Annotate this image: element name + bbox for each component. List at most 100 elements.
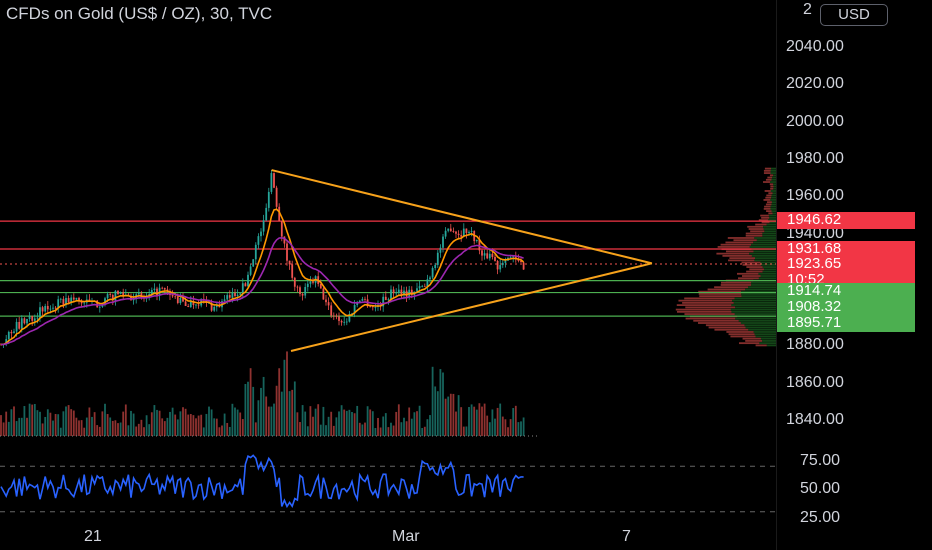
volume-bar — [49, 412, 52, 436]
candle-body — [481, 250, 483, 256]
volume-profile-bar — [751, 254, 776, 257]
volume-bar — [197, 415, 200, 436]
volume-profile-bar — [761, 221, 770, 224]
volume-bar — [174, 414, 177, 436]
volume-bar — [369, 409, 372, 436]
candle-body — [140, 293, 143, 298]
volume-bar — [270, 406, 273, 436]
candle-body — [182, 297, 184, 302]
volume-bar — [265, 396, 268, 436]
candle-body — [301, 293, 304, 296]
candle-body — [288, 260, 291, 265]
candle-body — [18, 321, 21, 329]
currency-button[interactable]: USD — [820, 4, 888, 26]
candle-body — [117, 290, 119, 294]
candle-body — [156, 288, 158, 296]
volume-bar — [228, 426, 231, 436]
volume-bar — [85, 417, 88, 436]
volume-profile-bar — [725, 241, 754, 244]
volume-profile-bar — [763, 268, 776, 271]
candle-body — [462, 228, 465, 237]
rsi-tick-label: 25.00 — [800, 508, 841, 526]
volume-bar — [234, 407, 236, 436]
candle-body — [418, 286, 421, 289]
volume-bar — [195, 418, 197, 436]
candle-body — [374, 306, 377, 308]
candle-body — [460, 235, 463, 237]
volume-profile-bar — [760, 214, 769, 217]
candle-body — [262, 220, 265, 232]
candle-body — [449, 228, 452, 232]
volume-profile-bar — [741, 295, 776, 298]
volume-bar — [371, 411, 374, 436]
price-badge: 1895.71 — [777, 315, 915, 332]
candle-body — [179, 297, 182, 303]
volume-profile-bar — [735, 306, 776, 309]
volume-profile-bar — [764, 230, 776, 233]
candle-body — [280, 220, 283, 237]
volume-bar — [166, 417, 169, 436]
volume-profile-bar — [772, 192, 776, 195]
candle-body — [267, 191, 270, 208]
volume-profile-bar — [684, 297, 735, 300]
candle-body — [239, 293, 242, 295]
candle-body — [395, 292, 398, 294]
candle-body — [252, 259, 255, 267]
candle-body — [150, 289, 153, 295]
candle-body — [436, 252, 439, 265]
volume-profile-bar — [720, 243, 752, 246]
price-badge-value: 1914.74 — [787, 282, 842, 299]
candle-body — [208, 302, 210, 304]
volume-bar — [408, 407, 411, 436]
candle-body — [335, 315, 338, 317]
volume-bar — [132, 413, 135, 436]
volume-profile-bar — [751, 243, 776, 246]
candle-body — [236, 294, 239, 297]
candle-body — [231, 293, 234, 298]
candle-body — [49, 308, 52, 310]
candle-body — [174, 296, 177, 298]
volume-bar — [364, 422, 366, 436]
volume-profile-bar — [698, 293, 742, 295]
volume-profile-bar — [773, 183, 776, 186]
candle-body — [114, 290, 117, 301]
volume-profile-bar — [759, 342, 776, 345]
volume-bar — [473, 406, 476, 436]
candle-body — [111, 295, 114, 301]
candle-body — [447, 228, 450, 231]
candle-body — [345, 321, 348, 323]
candle-body — [75, 297, 78, 300]
volume-bar — [418, 405, 421, 436]
volume-bar — [15, 421, 18, 436]
candle-body — [364, 298, 366, 300]
volume-bar — [306, 426, 309, 436]
volume-profile-bar — [745, 340, 763, 342]
candle-body — [31, 316, 34, 321]
price-badge: 1923.65 10:52 — [777, 256, 915, 288]
volume-profile-bar — [761, 216, 770, 219]
volume-bar — [7, 421, 10, 436]
volume-bar — [202, 427, 205, 436]
candle-body — [187, 306, 190, 308]
volume-bar — [514, 405, 517, 436]
volume-profile-bar — [766, 194, 772, 197]
volume-bar — [36, 410, 39, 436]
candle-body — [36, 317, 39, 319]
volume-profile-bar — [765, 178, 772, 181]
volume-bar — [192, 415, 195, 436]
volume-bar — [163, 421, 166, 436]
volume-bar — [275, 385, 278, 436]
volume-bar — [189, 414, 192, 436]
candle-body — [429, 277, 431, 280]
volume-profile-bar — [744, 324, 776, 327]
volume-bar — [187, 414, 190, 436]
volume-bar — [176, 419, 179, 436]
candle-body — [23, 318, 26, 324]
volume-profile-bar — [771, 196, 776, 199]
time-tick-label: Mar — [392, 528, 420, 545]
volume-profile-bar — [765, 203, 772, 206]
volume-bar — [205, 413, 208, 436]
volume-profile-bar — [746, 270, 763, 273]
volume-bar — [262, 376, 265, 436]
